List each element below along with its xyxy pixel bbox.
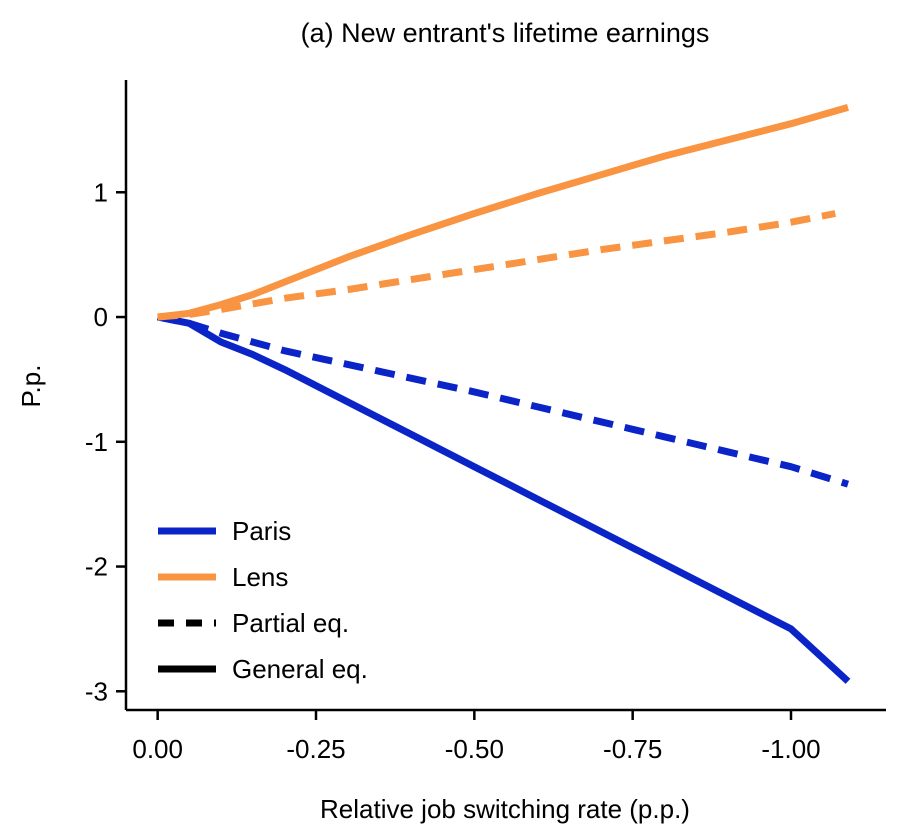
legend-label: General eq. bbox=[232, 654, 368, 684]
y-tick-label: -3 bbox=[85, 676, 108, 706]
series-line-paris-general-eq bbox=[157, 313, 851, 684]
y-tick-label: 0 bbox=[94, 302, 108, 332]
series-line-paris-partial-eq bbox=[157, 313, 850, 488]
x-axis-label: Relative job switching rate (p.p.) bbox=[320, 794, 690, 824]
x-tick-label: -0.50 bbox=[445, 734, 504, 764]
chart-title: (a) New entrant's lifetime earnings bbox=[301, 18, 710, 48]
y-tick-label: -2 bbox=[85, 552, 108, 582]
series-line-lens-partial-eq bbox=[157, 210, 836, 321]
legend-label: Paris bbox=[232, 516, 291, 546]
x-tick-label: -0.25 bbox=[286, 734, 345, 764]
y-axis-ticks: 1 0 -1 -2 -3 bbox=[85, 177, 126, 706]
series-line-lens-general-eq bbox=[157, 104, 849, 321]
legend: Paris Lens Partial eq. General eq. bbox=[158, 516, 368, 684]
plot-area: 0.00 -0.25 -0.50 -0.75 -1.00 1 0 -1 -2 -3 bbox=[85, 80, 886, 764]
series-layer bbox=[157, 104, 851, 684]
x-tick-label: -0.75 bbox=[603, 734, 662, 764]
y-tick-label: -1 bbox=[85, 427, 108, 457]
legend-label: Partial eq. bbox=[232, 608, 349, 638]
y-tick-label: 1 bbox=[94, 177, 108, 207]
x-axis-ticks: 0.00 -0.25 -0.50 -0.75 -1.00 bbox=[132, 710, 821, 764]
y-axis-label: P.p. bbox=[16, 365, 46, 408]
x-tick-label: 0.00 bbox=[132, 734, 183, 764]
legend-label: Lens bbox=[232, 562, 288, 592]
x-tick-label: -1.00 bbox=[761, 734, 820, 764]
